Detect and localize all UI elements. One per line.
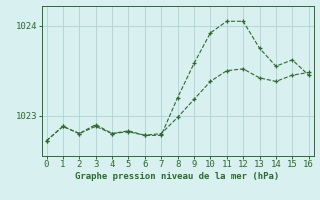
X-axis label: Graphe pression niveau de la mer (hPa): Graphe pression niveau de la mer (hPa): [76, 172, 280, 181]
